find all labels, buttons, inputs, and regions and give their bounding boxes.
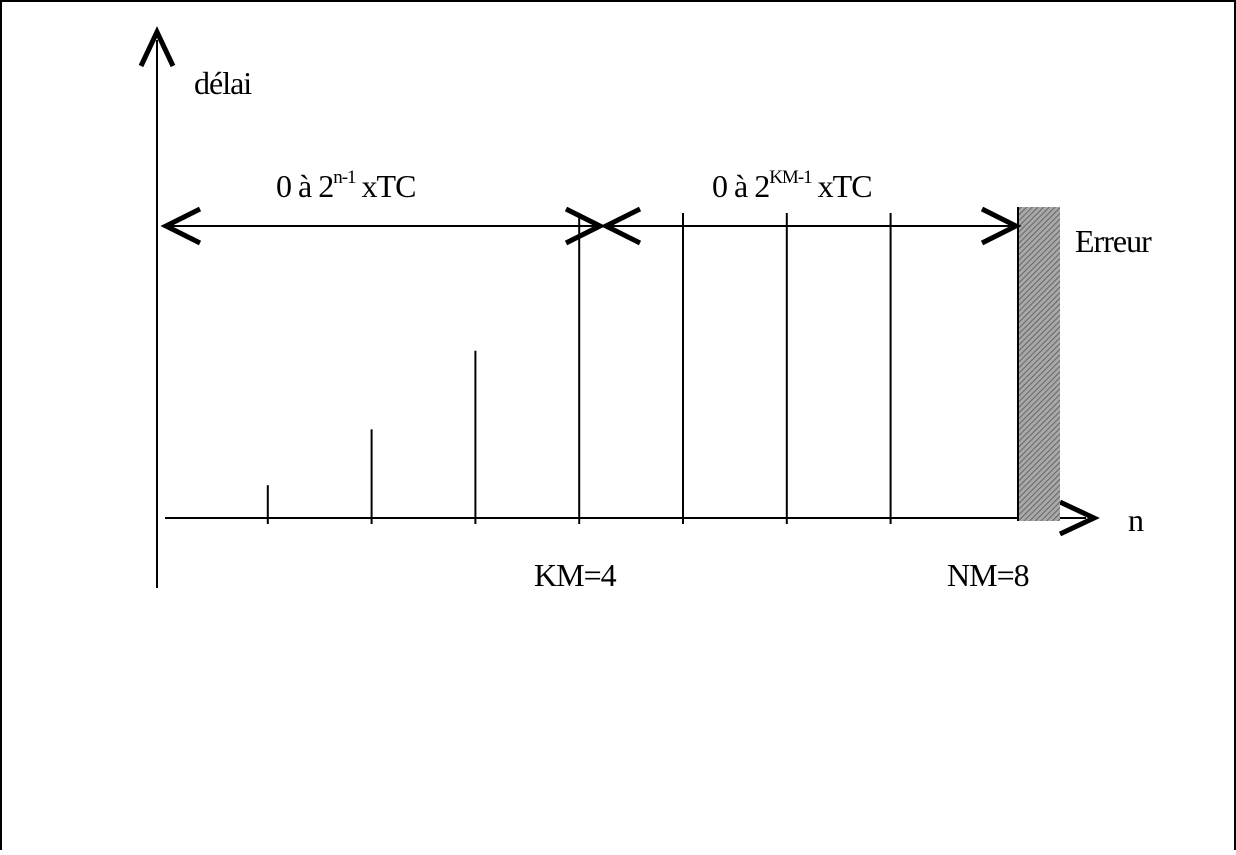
- error-label: Erreur: [1075, 223, 1152, 259]
- nm-label: NM=8: [947, 557, 1029, 593]
- y-axis-label: délai: [194, 65, 252, 101]
- range-right-suffix: xTC: [818, 168, 872, 204]
- range-right-arrowhead-start: [600, 206, 642, 246]
- range-left-arrowhead-end: [564, 206, 606, 246]
- range-right-exponent: KM-1: [769, 167, 812, 188]
- range-left-suffix: xTC: [362, 168, 416, 204]
- range-right-prefix: 0 à 2: [712, 168, 769, 204]
- x-axis-arrowhead: [1058, 499, 1100, 537]
- delay-bars: [266, 213, 892, 524]
- range-left-prefix: 0 à 2: [276, 168, 333, 204]
- range-left-exponent: n-1: [333, 167, 356, 188]
- range-left-label: 0 à 2n-1 xTC: [276, 167, 415, 204]
- y-axis-arrowhead: [138, 26, 176, 68]
- km-label: KM=4: [534, 557, 617, 593]
- x-axis-label: n: [1128, 502, 1144, 538]
- error-region: [1018, 207, 1060, 521]
- range-right-label: 0 à 2KM-1 xTC: [712, 167, 872, 204]
- range-right-arrowhead-end: [980, 206, 1022, 246]
- range-left-arrowhead-start: [160, 206, 202, 246]
